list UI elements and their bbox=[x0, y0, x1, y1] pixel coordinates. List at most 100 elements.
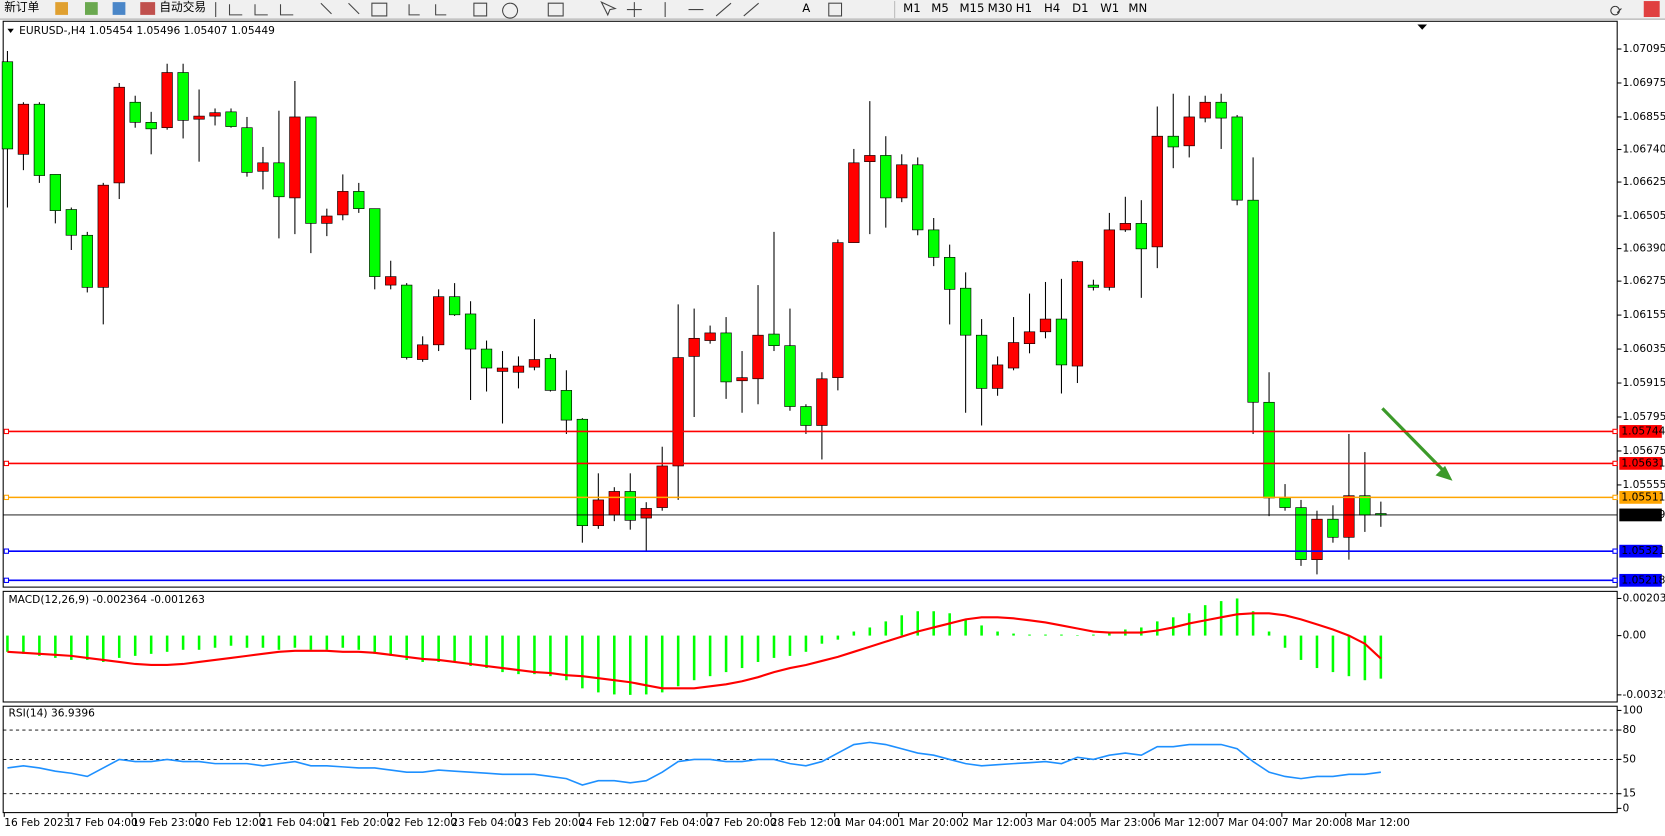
macd-bar bbox=[1315, 635, 1319, 669]
y-tick-label: 80 bbox=[1622, 723, 1636, 736]
timeframe-button[interactable]: W1 bbox=[1100, 1, 1119, 15]
level-handle bbox=[3, 577, 10, 583]
x-tick-label: 24 Feb 12:00 bbox=[579, 816, 649, 829]
x-tick-label: 7 Mar 04:00 bbox=[1218, 816, 1282, 829]
candle-body bbox=[928, 229, 940, 258]
level-label: 1.05218 bbox=[1621, 573, 1665, 586]
macd-bar bbox=[501, 635, 504, 673]
macd-bar bbox=[229, 635, 233, 646]
macd-bar bbox=[38, 635, 41, 656]
macd-value: -0.002364 bbox=[93, 593, 148, 606]
y-tick-label: 0 bbox=[1622, 801, 1629, 814]
signal-value: -0.001263 bbox=[150, 593, 205, 606]
toolbar: 新订单 自动交易 A M1 M5 M15 M30 H1 H4 D1 W1 MN bbox=[0, 0, 1665, 20]
x-tick-label: 27 Feb 04:00 bbox=[643, 816, 713, 829]
candle-body bbox=[369, 208, 381, 277]
candle-body bbox=[193, 115, 205, 120]
candle-body bbox=[991, 364, 1004, 389]
macd-bar bbox=[1235, 598, 1239, 636]
x-tick-label: 22 Feb 12:00 bbox=[388, 816, 458, 829]
candle-body bbox=[1151, 135, 1163, 248]
x-tick-label: 1 Mar 04:00 bbox=[835, 816, 899, 829]
level-label: 1.05631 bbox=[1621, 456, 1665, 469]
auto-trading-icon[interactable] bbox=[140, 2, 156, 15]
icon[interactable] bbox=[85, 2, 98, 15]
candle-body bbox=[912, 164, 924, 231]
icon[interactable] bbox=[55, 2, 69, 15]
x-tick-label: 17 Feb 04:00 bbox=[68, 816, 138, 829]
bid-label: 1.05449 bbox=[1621, 508, 1665, 521]
macd-bar bbox=[964, 619, 967, 636]
level-handle bbox=[1612, 460, 1618, 467]
candle-body bbox=[512, 365, 525, 373]
y-tick-label: 1.05795 bbox=[1622, 410, 1665, 423]
x-tick-label: 3 Mar 04:00 bbox=[1026, 816, 1090, 829]
candle-body bbox=[17, 103, 30, 155]
y-tick-label: 100 bbox=[1622, 703, 1643, 716]
candle-body bbox=[321, 215, 333, 224]
candle-body bbox=[1167, 135, 1179, 148]
candle-body bbox=[33, 103, 46, 176]
level-label-bg bbox=[1619, 573, 1662, 587]
candle-body bbox=[1039, 318, 1052, 333]
candle-body bbox=[752, 334, 764, 380]
y-tick-label: 0.002038 bbox=[1622, 591, 1665, 604]
alert-icon[interactable] bbox=[1643, 1, 1660, 18]
macd-bar bbox=[613, 635, 616, 695]
timeframe-button[interactable]: M15 bbox=[959, 1, 984, 15]
macd-bar bbox=[309, 635, 313, 650]
y-tick-label: 1.06625 bbox=[1622, 175, 1665, 188]
candle-body bbox=[544, 358, 557, 391]
macd-bar bbox=[581, 635, 584, 689]
macd-title: MACD(12,26,9) bbox=[9, 593, 90, 606]
candle-body bbox=[385, 276, 397, 286]
x-tick-label: 21 Feb 04:00 bbox=[260, 816, 330, 829]
candle-body bbox=[960, 287, 972, 336]
level-label-bg bbox=[1619, 425, 1662, 438]
candle-body bbox=[289, 116, 301, 199]
auto-trading-button[interactable]: 自动交易 bbox=[159, 0, 206, 14]
icon[interactable] bbox=[112, 2, 126, 15]
timeframe-button[interactable]: H1 bbox=[1016, 1, 1032, 15]
candle-body bbox=[97, 184, 109, 288]
timeframe-button[interactable]: H4 bbox=[1044, 1, 1060, 15]
timeframe-button[interactable]: M1 bbox=[903, 1, 921, 15]
candle-body bbox=[624, 491, 636, 521]
candle-body bbox=[417, 344, 429, 360]
level-label: 1.05321 bbox=[1621, 544, 1665, 557]
macd-bar bbox=[86, 635, 89, 660]
arrow-annotation bbox=[1381, 407, 1453, 481]
macd-bar bbox=[54, 635, 57, 658]
label-tool[interactable] bbox=[828, 2, 843, 17]
candle-body bbox=[1055, 318, 1068, 366]
macd-bar bbox=[6, 635, 9, 652]
x-tick-label: 23 Feb 20:00 bbox=[515, 816, 585, 829]
macd-bar bbox=[181, 635, 185, 650]
level-handle bbox=[3, 494, 10, 501]
x-tick-label: 16 Feb 2023 bbox=[4, 816, 70, 829]
timeframe-button[interactable]: MN bbox=[1128, 1, 1147, 15]
candle-body bbox=[720, 332, 732, 383]
macd-bar bbox=[740, 635, 744, 669]
candle-body bbox=[81, 234, 93, 288]
x-tick-label: 23 Feb 04:00 bbox=[451, 816, 521, 829]
text-tool[interactable]: A bbox=[802, 1, 810, 15]
macd-bar bbox=[277, 635, 281, 650]
search-icon[interactable] bbox=[1610, 5, 1622, 16]
macd-bar bbox=[932, 611, 935, 636]
y-tick-label: 0.00 bbox=[1622, 629, 1646, 642]
candle-body bbox=[480, 348, 493, 369]
macd-bar bbox=[533, 635, 536, 675]
candle-body bbox=[736, 377, 748, 382]
tool-icons[interactable] bbox=[215, 1, 759, 19]
timeframe-button[interactable]: M30 bbox=[988, 1, 1013, 15]
rsi-line bbox=[7, 741, 1381, 786]
new-order-button[interactable]: 新订单 bbox=[4, 0, 39, 14]
timeframe-button[interactable]: D1 bbox=[1072, 1, 1088, 15]
macd-bar bbox=[469, 635, 472, 667]
y-tick-label: -0.003256 bbox=[1622, 688, 1665, 701]
y-tick-label: 1.06505 bbox=[1622, 209, 1665, 222]
timeframe-button[interactable]: M5 bbox=[931, 1, 949, 15]
candle-body bbox=[608, 491, 620, 516]
macd-bar bbox=[70, 635, 73, 660]
